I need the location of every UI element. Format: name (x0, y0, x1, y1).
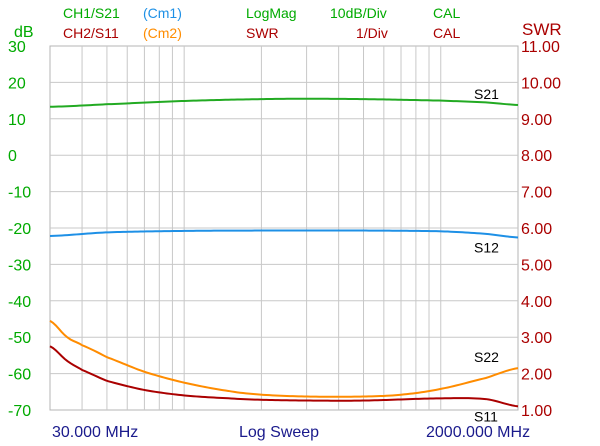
header-ch2-scale: 1/Div (356, 25, 388, 41)
header-ch2-marker: (Cm2) (143, 25, 182, 41)
trace-label-s21: S21 (474, 86, 499, 102)
right-axis-tick-label: 10.00 (521, 75, 561, 92)
footer-sweep-mode: Log Sweep (239, 424, 319, 441)
grid (50, 46, 518, 410)
right-axis-tick-label: 4.00 (521, 294, 552, 311)
left-axis-tick-label: -60 (8, 367, 31, 384)
right-axis-tick-label: 6.00 (521, 221, 552, 238)
trace-s21 (49, 97, 519, 108)
left-axis-tick-label: 20 (8, 75, 26, 92)
right-axis-tick-label: 7.00 (521, 185, 552, 202)
trace-label-s12: S12 (474, 239, 499, 255)
trace-s11 (49, 345, 519, 408)
header-ch2-format: SWR (246, 25, 279, 41)
right-axis-tick-label: 11.00 (521, 39, 560, 56)
header-ch1-channel: CH1/S21 (63, 5, 120, 21)
right-axis-tick-label: 2.00 (521, 367, 552, 384)
left-axis-unit: dB (14, 24, 34, 41)
trace-s12 (49, 229, 519, 239)
right-axis-tick-label: 1.00 (521, 403, 552, 420)
left-axis-tick-label: -50 (8, 330, 31, 347)
trace-s22 (49, 319, 519, 398)
right-axis-unit: SWR (522, 20, 562, 39)
left-axis-tick-label: -40 (8, 294, 31, 311)
header: CH1/S21 (Cm1) LogMag 10dB/Div CAL CH2/S1… (63, 5, 460, 41)
footer-stop-frequency: 2000.000 MHz (426, 424, 530, 441)
left-axis-tick-label: 0 (8, 148, 17, 165)
right-axis-tick-label: 8.00 (521, 148, 552, 165)
header-ch1-cal: CAL (433, 5, 460, 21)
right-axis-ticks: 11.00 10.00 9.00 8.00 7.00 6.00 5.00 4.00 3.00 2.… (521, 39, 561, 420)
trace-label-s11: S11 (474, 408, 498, 424)
left-axis-tick-label: -20 (8, 221, 31, 238)
left-axis-tick-label: 10 (8, 112, 26, 129)
footer: 30.000 MHz Log Sweep 2000.000 MHz (52, 424, 530, 441)
header-ch1-marker: (Cm1) (143, 5, 182, 21)
header-ch2-channel: CH2/S11 (63, 25, 119, 41)
footer-start-frequency: 30.000 MHz (52, 424, 138, 441)
left-axis-tick-label: -30 (8, 257, 31, 274)
left-axis-tick-label: 30 (8, 39, 26, 56)
trace-labels: S21 S12 S22 S11 (474, 86, 499, 424)
right-axis-tick-label: 5.00 (521, 257, 552, 274)
header-ch2-cal: CAL (433, 25, 460, 41)
left-axis-ticks: 30 20 10 0 -10 -20 -30 -40 -50 -60 -70 (8, 39, 31, 420)
left-axis-tick-label: -70 (8, 403, 31, 420)
header-ch1-scale: 10dB/Div (330, 5, 387, 21)
left-axis-tick-label: -10 (8, 185, 31, 202)
traces (49, 97, 519, 408)
trace-label-s22: S22 (474, 349, 499, 365)
right-axis-tick-label: 3.00 (521, 330, 552, 347)
right-axis-tick-label: 9.00 (521, 112, 552, 129)
header-ch1-format: LogMag (246, 5, 297, 21)
